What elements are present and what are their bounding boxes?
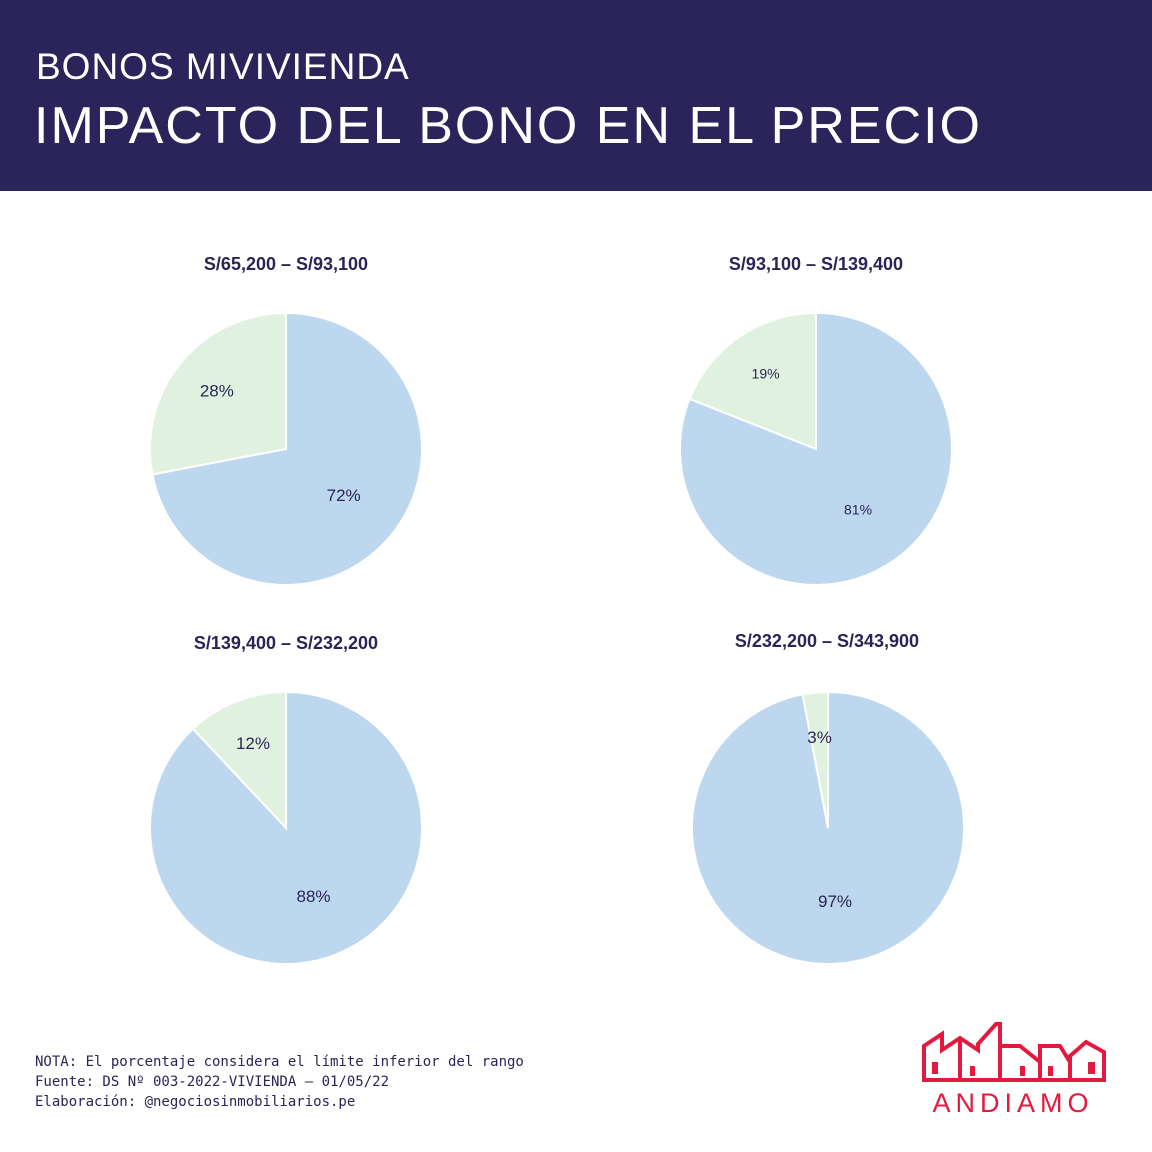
header-subtitle: BONOS MIVIVIENDA — [36, 46, 410, 87]
bono-slice-label: 28% — [200, 381, 234, 400]
pie-chart-4: 3% 97% — [691, 690, 965, 965]
bono-slice-label: 19% — [752, 365, 780, 381]
price-slice — [691, 690, 965, 965]
bono-slice — [149, 311, 287, 476]
bono-slice — [688, 311, 817, 451]
credit-line: Elaboración: @negociosinmobiliarios.pe — [35, 1094, 356, 1110]
price-slice-label: 72% — [327, 486, 361, 505]
pie-4-title: S/232,200 – S/343,900 — [734, 631, 920, 651]
bono-slice — [191, 690, 287, 831]
price-slice-label: 88% — [297, 887, 331, 906]
header-title: IMPACTO DEL BONO EN EL PRECIO — [34, 97, 982, 155]
pie-1-title: S/65,200 – S/93,100 — [203, 254, 369, 274]
pie-2-title: S/93,100 – S/139,400 — [728, 254, 904, 274]
brand-name: ANDIAMO — [932, 1088, 1094, 1118]
pie-chart-3: 12% 88% — [149, 690, 423, 965]
note-line: NOTA: El porcentaje considera el límite … — [35, 1054, 524, 1070]
price-slice — [679, 311, 953, 586]
price-slice — [149, 690, 423, 965]
bono-slice-label: 3% — [807, 728, 832, 747]
footer-notes: NOTA: El porcentaje considera el límite … — [35, 1052, 524, 1112]
price-slice-label: 81% — [844, 502, 872, 518]
header-banner: BONOS MIVIVIENDA IMPACTO DEL BONO EN EL … — [0, 0, 1152, 191]
source-line: Fuente: DS Nº 003-2022-VIVIENDA – 01/05/… — [35, 1074, 390, 1090]
pie-chart-2: 19% 81% — [679, 311, 953, 586]
buildings-outline-icon — [922, 1022, 1106, 1082]
price-slice — [151, 311, 423, 586]
pie-chart-1: 28% 72% — [149, 311, 423, 586]
price-slice-label: 97% — [818, 892, 852, 911]
pie-3-title: S/139,400 – S/232,200 — [193, 633, 379, 653]
bono-slice-label: 12% — [236, 734, 270, 753]
